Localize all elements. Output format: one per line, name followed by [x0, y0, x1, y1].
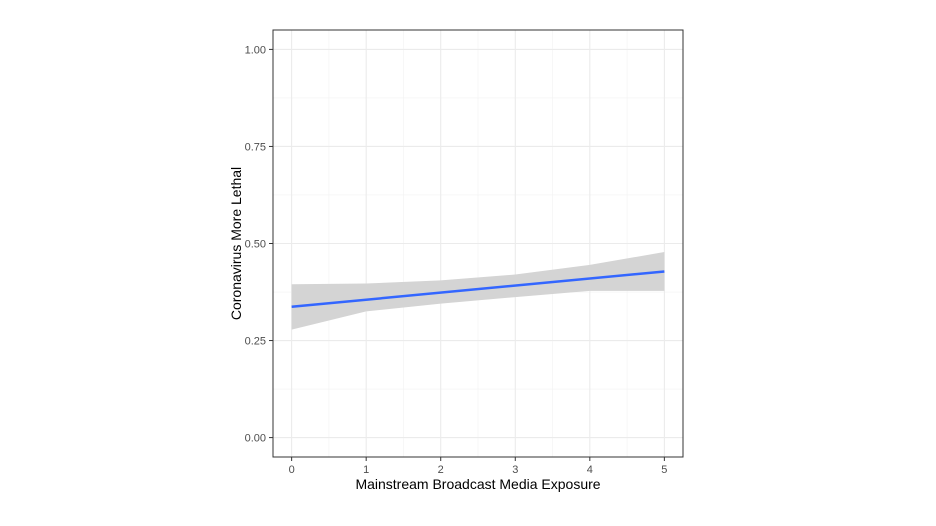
x-tick-label: 2 [438, 464, 444, 476]
x-tick-label: 4 [587, 464, 593, 476]
x-axis: 0 1 2 3 4 5 [289, 457, 667, 476]
x-tick-label: 0 [289, 464, 295, 476]
x-axis-title: Mainstream Broadcast Media Exposure [355, 476, 600, 492]
y-tick-label: 0.75 [245, 141, 266, 153]
y-axis-title: Coronavirus More Lethal [228, 167, 244, 320]
y-tick-label: 0.25 [245, 336, 266, 348]
trend-line [291, 270, 665, 309]
y-axis: 0.00 0.25 0.50 0.75 1.00 [245, 44, 273, 445]
y-tick-label: 0.00 [245, 433, 266, 445]
confidence-band [291, 252, 665, 330]
grid-major [273, 30, 683, 457]
x-tick-label: 3 [512, 464, 518, 476]
y-tick-label: 1.00 [245, 44, 266, 56]
y-tick-label: 0.50 [245, 239, 266, 251]
x-tick-label: 1 [363, 464, 369, 476]
x-tick-label: 5 [661, 464, 667, 476]
